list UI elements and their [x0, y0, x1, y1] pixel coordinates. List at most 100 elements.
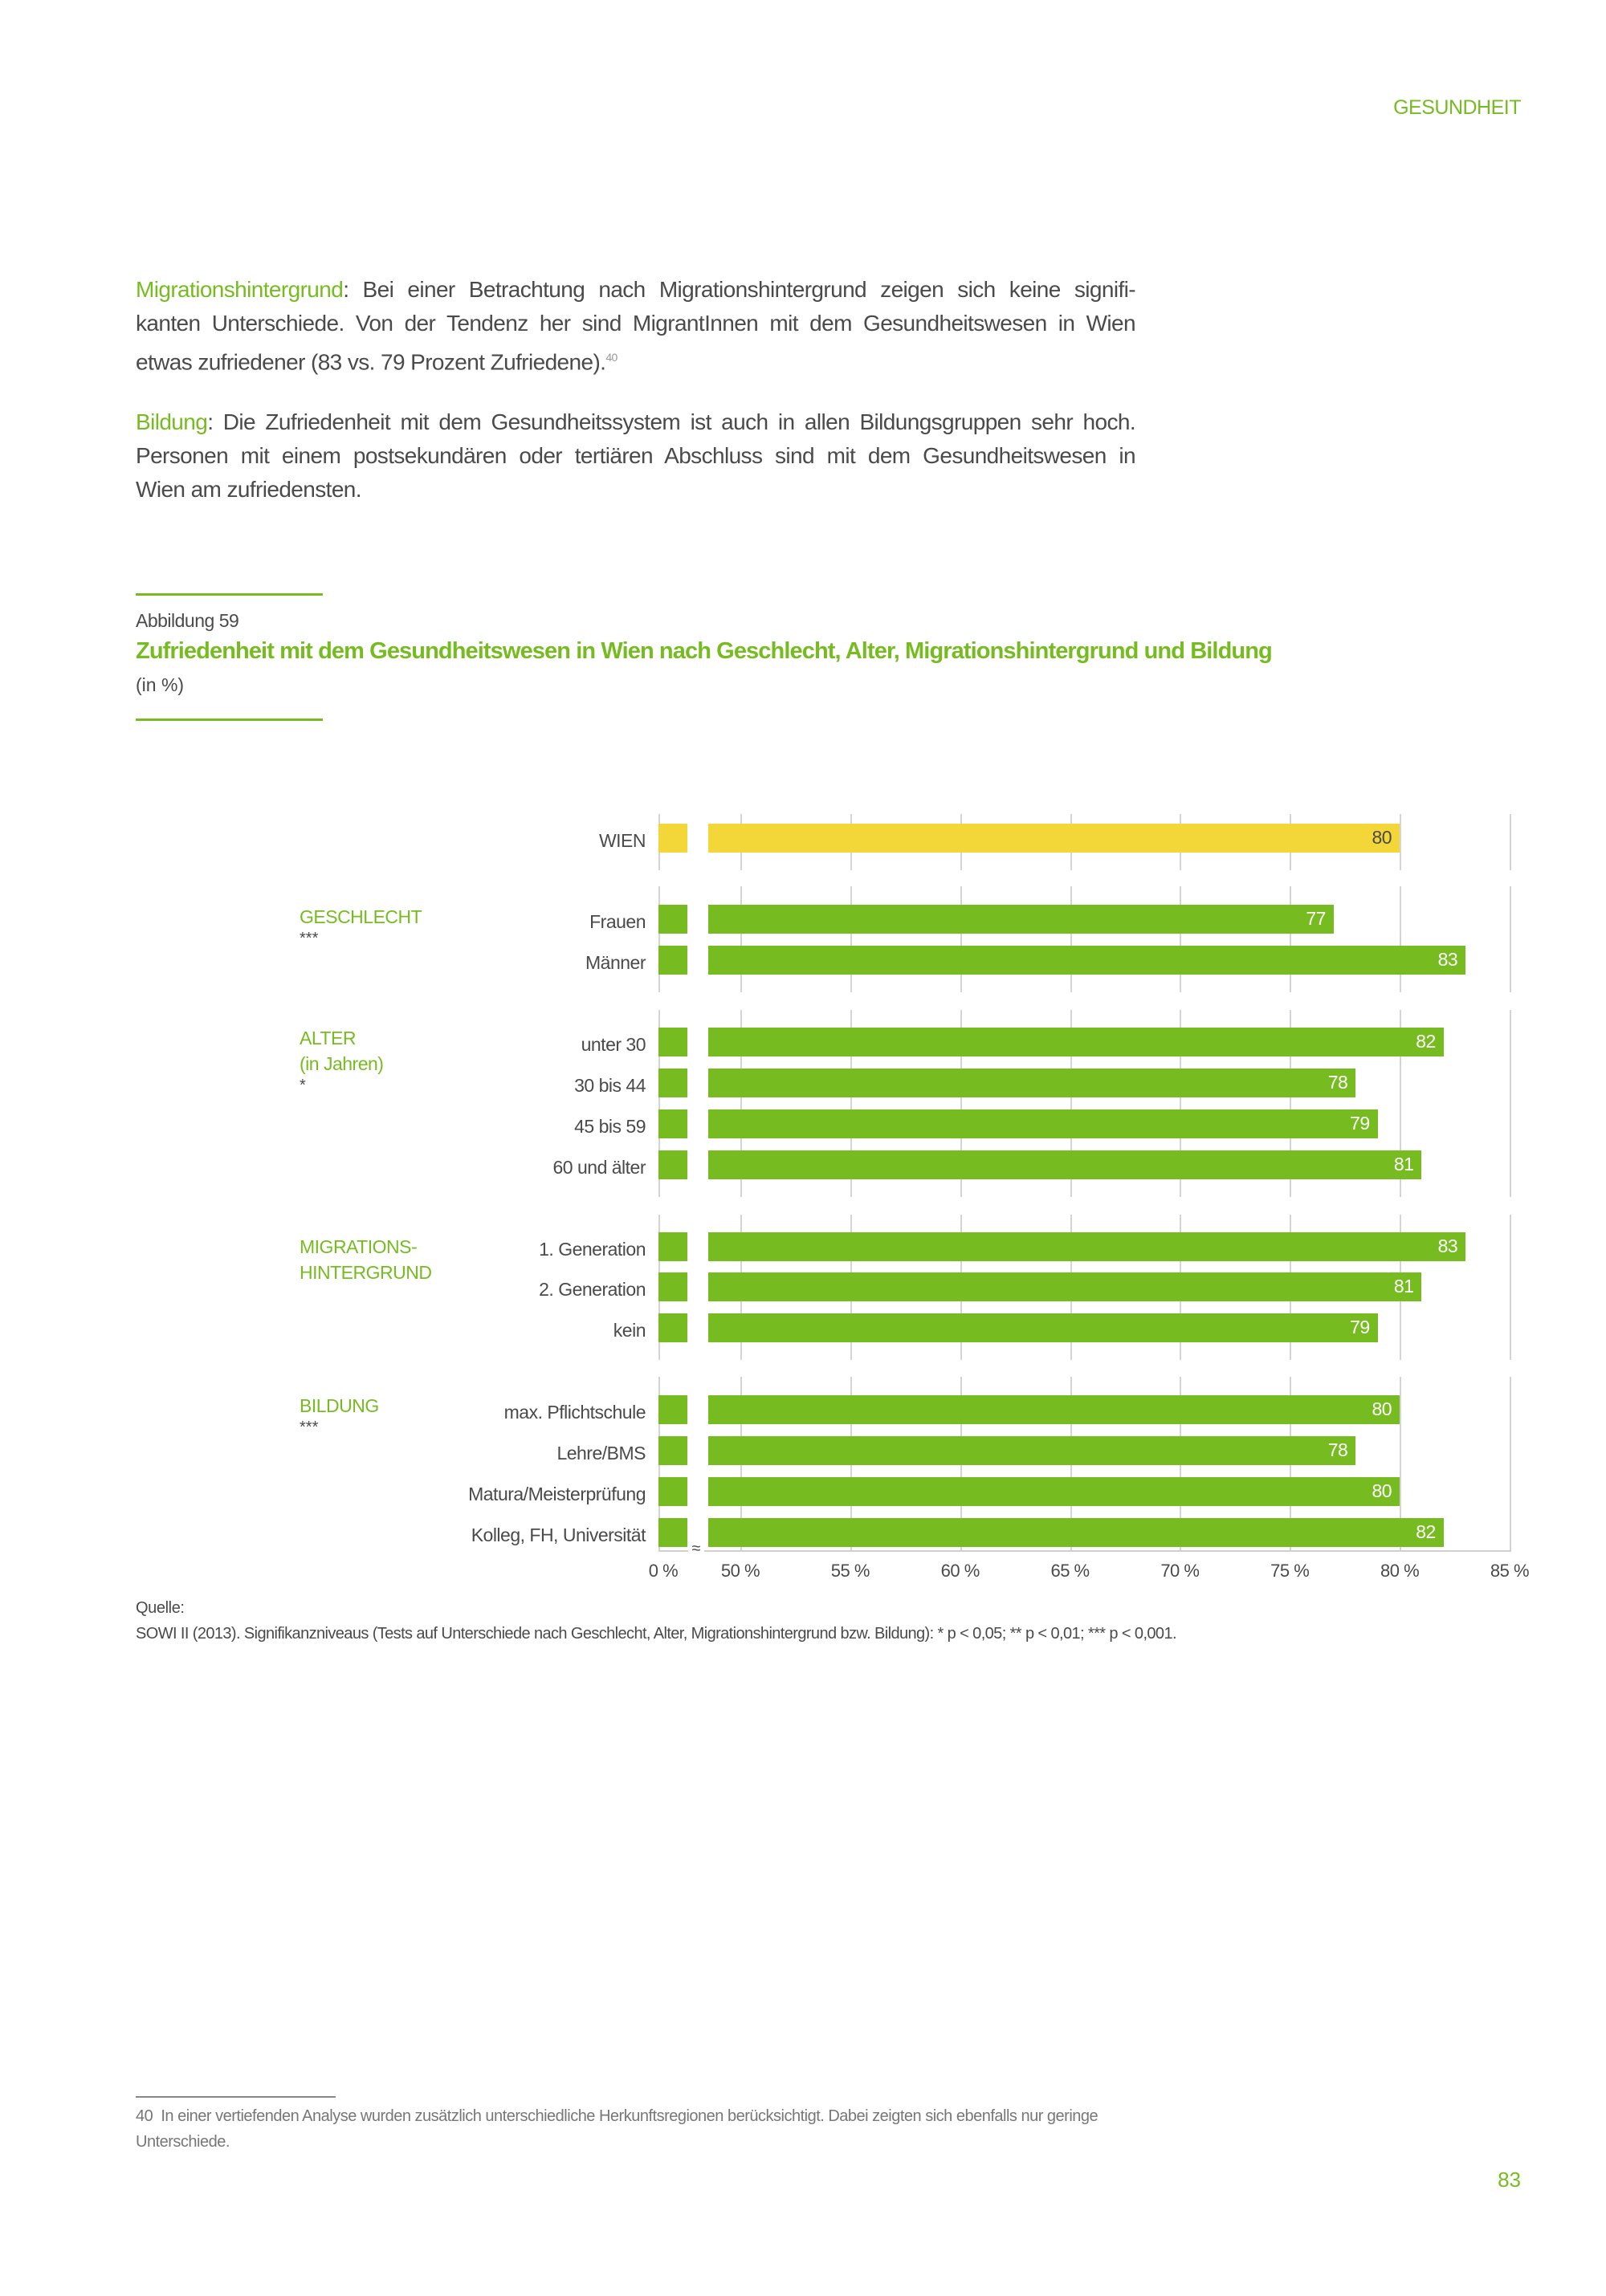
- data-label: 79: [1350, 1113, 1370, 1134]
- data-label: 82: [1416, 1521, 1436, 1542]
- gridline: [1509, 814, 1511, 870]
- data-label: 78: [1327, 1439, 1348, 1460]
- significance-marker: *: [300, 1077, 306, 1094]
- category-label: 45 bis 59: [574, 1116, 646, 1137]
- gridline: [658, 1010, 660, 1197]
- category-label: 60 und älter: [552, 1157, 646, 1178]
- group-label: GESCHLECHT: [300, 906, 422, 927]
- x-tick-label: 75 %: [1270, 1561, 1310, 1581]
- bar: [708, 824, 1400, 853]
- bar: [708, 1436, 1356, 1465]
- bar: [708, 946, 1466, 975]
- bar-stub: [658, 1069, 687, 1097]
- bar: [708, 1150, 1422, 1179]
- gridline: [960, 1010, 962, 1197]
- gridline: [850, 1010, 852, 1197]
- bar: [708, 1477, 1400, 1506]
- x-tick-label: 65 %: [1050, 1561, 1090, 1581]
- gridline: [1509, 1377, 1511, 1551]
- footnote-ref[interactable]: 40: [605, 351, 618, 364]
- bar: [708, 1069, 1356, 1097]
- gridline: [850, 886, 852, 992]
- category-label: kein: [613, 1320, 646, 1341]
- section-header: GESUNDHEIT: [1393, 96, 1521, 119]
- paragraph-lead: Migrationshintergrund: [136, 277, 344, 302]
- bar-stub: [658, 905, 687, 934]
- data-label: 80: [1372, 1480, 1392, 1501]
- gridline: [740, 1010, 742, 1197]
- bar: [708, 1232, 1466, 1261]
- bar: [708, 1313, 1378, 1342]
- data-label: 82: [1416, 1031, 1436, 1052]
- gridline: [1400, 886, 1402, 992]
- bar-stub: [658, 824, 687, 853]
- bar: [708, 1272, 1422, 1301]
- axis-break-icon: ≈: [688, 1540, 704, 1564]
- gridline: [1400, 1377, 1402, 1551]
- source-label: Quelle:: [136, 1599, 185, 1617]
- bar: [708, 905, 1334, 934]
- x-tick-label: 0 %: [648, 1561, 679, 1581]
- figure-bottom-rule: [136, 719, 323, 721]
- bar-stub: [658, 946, 687, 975]
- group-label: MIGRATIONS-: [300, 1236, 418, 1257]
- category-label: Frauen: [589, 911, 646, 932]
- bar: [708, 1518, 1444, 1547]
- bar-stub: [658, 1395, 687, 1424]
- data-label: 81: [1393, 1276, 1414, 1297]
- category-label: Matura/Meisterprüfung: [468, 1484, 646, 1504]
- source-text: SOWI II (2013). Signifikanzniveaus (Test…: [136, 1625, 1177, 1643]
- category-label: max. Pflichtschule: [503, 1402, 646, 1423]
- data-label: 81: [1393, 1154, 1414, 1174]
- bar-stub: [658, 1313, 687, 1342]
- gridline: [658, 886, 660, 992]
- data-label: 80: [1372, 827, 1392, 848]
- bar-stub: [658, 1477, 687, 1506]
- page-number: 83: [1498, 2168, 1521, 2192]
- gridline: [1400, 1010, 1402, 1197]
- footnote: 40 In einer vertiefenden Analyse wurden …: [136, 2103, 1139, 2155]
- figure-label: Abbildung 59: [136, 610, 239, 631]
- bar-stub: [658, 1436, 687, 1465]
- bar-stub: [658, 1272, 687, 1301]
- gridline: [1290, 886, 1292, 992]
- footnote-text: In einer vertiefenden Analyse wurden zus…: [136, 2107, 1099, 2151]
- data-label: 83: [1437, 949, 1458, 970]
- paragraph-lead: Bildung: [136, 409, 208, 434]
- group-label: BILDUNG: [300, 1395, 379, 1416]
- bar: [708, 1109, 1378, 1138]
- bar-stub: [658, 1232, 687, 1261]
- x-tick-label: 85 %: [1490, 1561, 1530, 1581]
- paragraph-migration: Migrationshintergrund: Bei einer Betrach…: [136, 277, 1136, 375]
- figure-title: Zufriedenheit mit dem Gesundheitswesen i…: [136, 638, 1273, 664]
- gridline: [1290, 1010, 1292, 1197]
- x-axis-line: [658, 1550, 1511, 1552]
- significance-marker: ***: [300, 930, 319, 947]
- gridline: [740, 886, 742, 992]
- data-label: 83: [1437, 1236, 1458, 1256]
- gridline: [1509, 886, 1511, 992]
- group-label: ALTER: [300, 1028, 356, 1048]
- bar-stub: [658, 1028, 687, 1056]
- bar-stub: [658, 1518, 687, 1547]
- category-label: WIEN: [598, 830, 646, 851]
- data-label: 80: [1372, 1398, 1392, 1419]
- category-label: Männer: [585, 952, 646, 973]
- gridline: [1400, 814, 1402, 870]
- bar: [708, 1395, 1400, 1424]
- category-label: Kolleg, FH, Universität: [471, 1525, 646, 1545]
- data-label: 79: [1350, 1317, 1370, 1337]
- footnote-rule: [136, 2096, 336, 2098]
- gridline: [1070, 886, 1072, 992]
- group-label: (in Jahren): [300, 1053, 384, 1074]
- footnote-number: 40: [136, 2107, 153, 2125]
- gridline: [1070, 1010, 1072, 1197]
- significance-marker: ***: [300, 1419, 319, 1436]
- x-tick-label: 80 %: [1380, 1561, 1420, 1581]
- figure-unit: (in %): [136, 674, 185, 695]
- bar-stub: [658, 1109, 687, 1138]
- gridline: [1509, 1215, 1511, 1360]
- category-label: 30 bis 44: [574, 1075, 646, 1096]
- bar-chart: WIEN 80 GESCHLECHT *** Frauen 77 Männer 83 ALTER…: [300, 814, 1530, 1581]
- bar: [708, 1028, 1444, 1056]
